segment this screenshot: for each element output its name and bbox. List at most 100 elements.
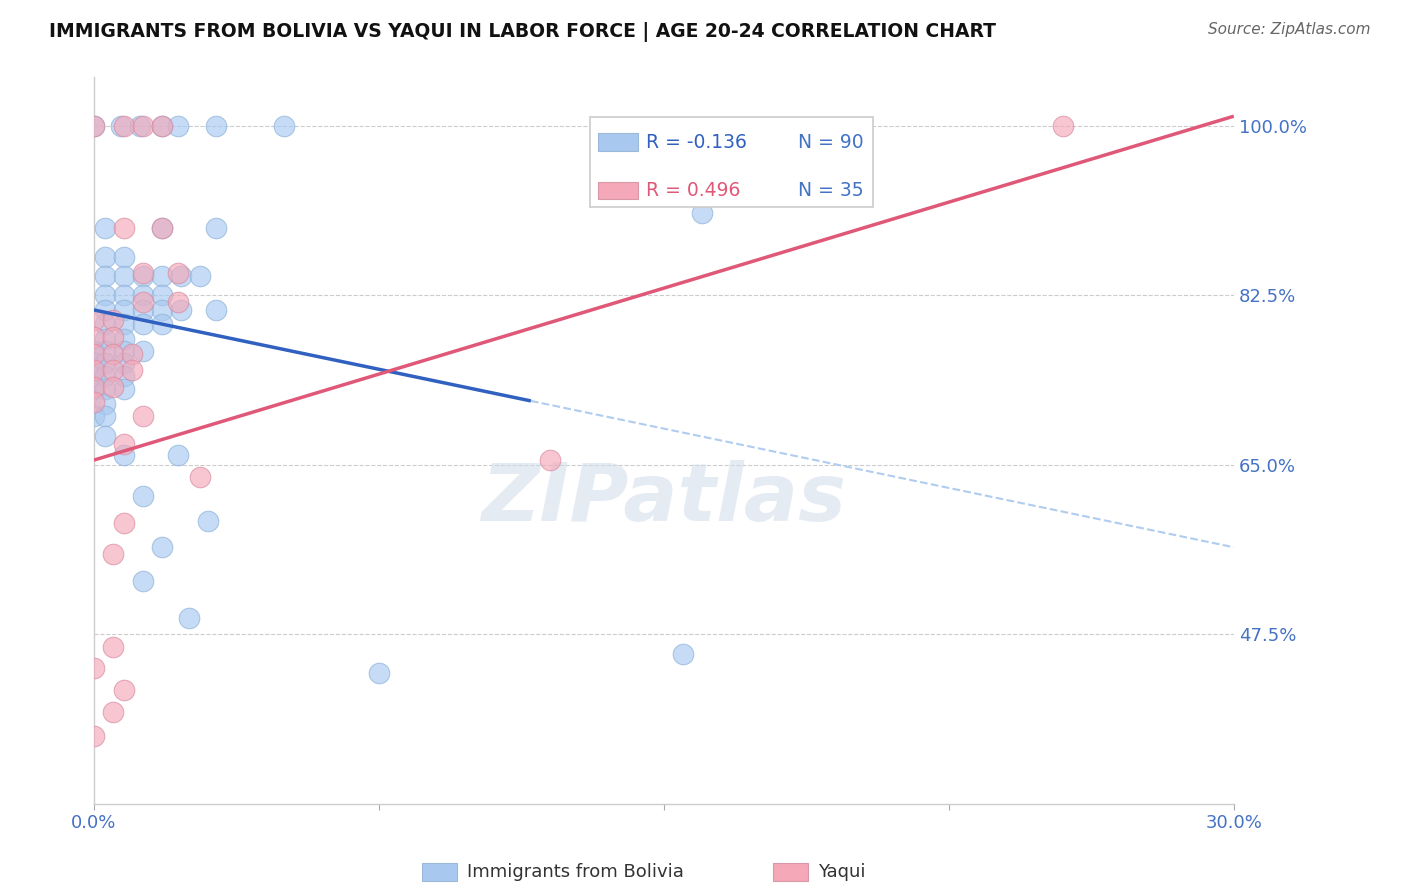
Point xyxy=(112,436,135,450)
Point xyxy=(132,295,155,310)
Point xyxy=(132,266,155,280)
Point xyxy=(166,266,188,280)
Point xyxy=(94,302,117,317)
Point xyxy=(132,343,155,358)
Point xyxy=(150,220,173,235)
Point xyxy=(112,356,135,370)
Point xyxy=(1052,119,1074,133)
Point xyxy=(112,119,135,133)
Point xyxy=(94,220,117,235)
Point xyxy=(101,640,124,654)
Point xyxy=(94,383,117,397)
Point xyxy=(188,268,211,283)
Point xyxy=(83,729,105,743)
Text: N = 90: N = 90 xyxy=(799,133,863,152)
Point xyxy=(83,312,105,326)
Point xyxy=(101,547,124,561)
Text: N = 35: N = 35 xyxy=(799,181,863,200)
Point xyxy=(128,119,150,133)
Point xyxy=(132,119,155,133)
Text: IMMIGRANTS FROM BOLIVIA VS YAQUI IN LABOR FORCE | AGE 20-24 CORRELATION CHART: IMMIGRANTS FROM BOLIVIA VS YAQUI IN LABO… xyxy=(49,22,997,42)
Point xyxy=(83,356,105,370)
Point xyxy=(197,514,219,528)
Point xyxy=(94,318,117,332)
Point xyxy=(188,469,211,483)
Point xyxy=(83,119,105,133)
Point xyxy=(150,302,173,317)
Point xyxy=(166,119,188,133)
Point xyxy=(166,448,188,462)
Point xyxy=(94,397,117,411)
Point xyxy=(112,682,135,697)
Point xyxy=(112,220,135,235)
Point xyxy=(112,250,135,264)
Text: Source: ZipAtlas.com: Source: ZipAtlas.com xyxy=(1208,22,1371,37)
Point xyxy=(83,119,105,133)
Point xyxy=(204,302,226,317)
Point xyxy=(121,346,143,360)
Point xyxy=(112,288,135,302)
Point xyxy=(672,647,695,661)
Point xyxy=(112,332,135,346)
Point xyxy=(94,250,117,264)
Point xyxy=(150,119,173,133)
Point xyxy=(94,429,117,443)
Point xyxy=(101,380,124,394)
Point xyxy=(132,288,155,302)
Point xyxy=(101,705,124,719)
Point xyxy=(83,363,105,377)
Point xyxy=(101,330,124,344)
Point xyxy=(94,343,117,358)
Point xyxy=(150,119,173,133)
Text: R = -0.136: R = -0.136 xyxy=(647,133,747,152)
Point xyxy=(177,611,200,625)
Point xyxy=(94,268,117,283)
Point xyxy=(112,268,135,283)
Point xyxy=(112,516,135,530)
Point xyxy=(101,346,124,360)
Text: Yaqui: Yaqui xyxy=(818,863,866,881)
Point xyxy=(83,383,105,397)
Point xyxy=(83,380,105,394)
Point xyxy=(204,119,226,133)
Point xyxy=(170,302,193,317)
Point xyxy=(150,220,173,235)
Point xyxy=(94,288,117,302)
Point xyxy=(83,343,105,358)
Point xyxy=(150,268,173,283)
Point xyxy=(112,383,135,397)
Point xyxy=(121,363,143,377)
Point xyxy=(110,119,132,133)
Point xyxy=(112,302,135,317)
Point xyxy=(83,368,105,383)
Point xyxy=(94,332,117,346)
Text: Immigrants from Bolivia: Immigrants from Bolivia xyxy=(467,863,683,881)
Point xyxy=(83,395,105,409)
Point xyxy=(166,295,188,310)
Point xyxy=(112,343,135,358)
Point xyxy=(112,448,135,462)
Point xyxy=(273,119,295,133)
Point xyxy=(83,346,105,360)
Point xyxy=(170,268,193,283)
Point xyxy=(94,368,117,383)
Point xyxy=(132,574,155,589)
Point xyxy=(204,220,226,235)
Point xyxy=(367,666,389,681)
Point xyxy=(94,409,117,424)
Point xyxy=(132,409,155,424)
Point xyxy=(150,288,173,302)
Point xyxy=(150,318,173,332)
Point xyxy=(132,489,155,503)
Point xyxy=(150,541,173,555)
Point xyxy=(132,318,155,332)
Point xyxy=(112,318,135,332)
Text: R = 0.496: R = 0.496 xyxy=(647,181,741,200)
Point xyxy=(538,453,561,467)
Point xyxy=(83,409,105,424)
Point xyxy=(83,330,105,344)
Text: ZIPatlas: ZIPatlas xyxy=(481,460,846,538)
Point xyxy=(132,302,155,317)
Point xyxy=(101,312,124,326)
Point xyxy=(83,661,105,675)
